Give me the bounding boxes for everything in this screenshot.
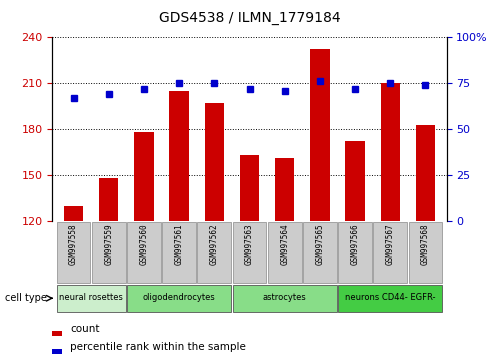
Text: neural rosettes: neural rosettes: [59, 293, 123, 302]
Text: percentile rank within the sample: percentile rank within the sample: [70, 342, 246, 352]
FancyBboxPatch shape: [92, 222, 126, 282]
Text: GSM997562: GSM997562: [210, 223, 219, 265]
Bar: [205, 103, 224, 221]
Bar: [52, 331, 62, 336]
Bar: [240, 155, 259, 221]
FancyBboxPatch shape: [233, 222, 266, 282]
FancyBboxPatch shape: [303, 222, 337, 282]
Text: astrocytes: astrocytes: [263, 293, 306, 302]
FancyBboxPatch shape: [338, 285, 443, 312]
Text: GSM997566: GSM997566: [351, 223, 360, 265]
Bar: [381, 83, 400, 221]
Text: GSM997560: GSM997560: [139, 223, 148, 265]
FancyBboxPatch shape: [127, 285, 231, 312]
FancyBboxPatch shape: [233, 285, 337, 312]
FancyBboxPatch shape: [409, 222, 443, 282]
FancyBboxPatch shape: [338, 222, 372, 282]
Bar: [99, 178, 118, 221]
FancyBboxPatch shape: [198, 222, 231, 282]
FancyBboxPatch shape: [56, 285, 126, 312]
Bar: [345, 142, 365, 221]
Text: GSM997561: GSM997561: [175, 223, 184, 265]
Bar: [64, 206, 83, 221]
Bar: [52, 349, 62, 354]
Bar: [310, 50, 329, 221]
Text: count: count: [70, 324, 100, 334]
Text: GDS4538 / ILMN_1779184: GDS4538 / ILMN_1779184: [159, 11, 340, 25]
Text: GSM997568: GSM997568: [421, 223, 430, 265]
FancyBboxPatch shape: [268, 222, 301, 282]
FancyBboxPatch shape: [56, 222, 90, 282]
FancyBboxPatch shape: [127, 222, 161, 282]
Text: GSM997565: GSM997565: [315, 223, 324, 265]
Text: GSM997559: GSM997559: [104, 223, 113, 265]
Bar: [275, 158, 294, 221]
FancyBboxPatch shape: [162, 222, 196, 282]
Text: GSM997567: GSM997567: [386, 223, 395, 265]
FancyBboxPatch shape: [373, 222, 407, 282]
Text: neurons CD44- EGFR-: neurons CD44- EGFR-: [345, 293, 436, 302]
Bar: [134, 132, 154, 221]
Text: GSM997563: GSM997563: [245, 223, 254, 265]
Text: GSM997564: GSM997564: [280, 223, 289, 265]
Text: cell type: cell type: [5, 293, 47, 303]
Bar: [416, 125, 435, 221]
Text: oligodendrocytes: oligodendrocytes: [143, 293, 216, 302]
Text: GSM997558: GSM997558: [69, 223, 78, 265]
Bar: [170, 91, 189, 221]
